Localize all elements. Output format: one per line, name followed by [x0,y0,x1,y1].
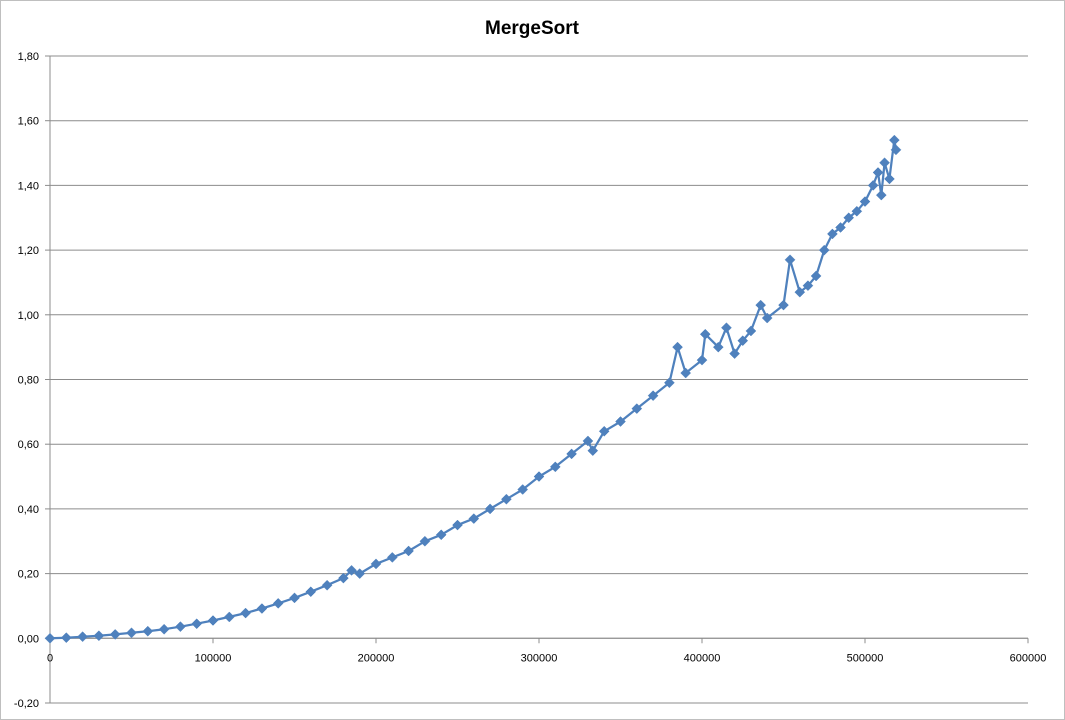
series-layer [44,134,902,644]
data-point [338,572,349,584]
data-point [77,631,88,643]
data-point [370,558,382,570]
data-point [549,461,561,473]
y-tick-label: 0,20 [18,569,39,581]
data-point [680,367,692,379]
data-point [867,180,879,191]
y-tick-label: 0,40 [18,504,39,516]
y-tick-label: 0,00 [18,633,39,645]
data-point [142,625,154,637]
y-tick-label: 1,20 [18,245,39,257]
data-point [851,205,863,217]
data-point [354,568,366,579]
data-point [517,484,529,495]
data-point [240,607,251,619]
data-point [126,627,137,639]
data-point [888,134,900,146]
data-point [60,632,72,644]
data-point [672,341,683,353]
data-point [631,403,643,414]
x-tick-label: 100000 [195,652,232,664]
data-point [93,630,105,642]
x-tick-label: 600000 [1010,652,1047,664]
data-point [802,280,814,292]
data-point [191,618,203,630]
data-point [533,471,545,482]
data-point [452,519,463,531]
data-point [403,545,414,557]
axes [45,55,1029,704]
data-point [884,173,895,185]
series-line [49,138,898,640]
x-tick-label: 200000 [358,652,395,664]
x-tick-label: 300000 [521,652,558,664]
data-point [875,189,887,201]
data-point [794,286,806,298]
y-tick-label: 1,00 [18,310,39,322]
data-point [729,348,740,359]
data-point [468,513,480,524]
data-point [890,144,902,156]
data-point [321,579,333,591]
data-point [737,335,749,347]
data-point [721,322,732,334]
data-point [419,535,431,547]
data-point [289,592,300,604]
data-point [647,390,659,402]
data-point [44,632,56,644]
data-point [158,623,170,635]
y-tick-label: 1,80 [18,51,39,63]
data-point [435,529,447,541]
y-tick-label: -0,20 [14,698,39,710]
data-point [256,603,268,614]
data-point [175,621,186,633]
data-point [810,270,822,282]
data-point [305,586,317,598]
x-tick-label: 500000 [847,652,884,664]
y-tick-label: 1,40 [18,180,39,192]
data-point [761,312,773,324]
gridlines [50,55,1028,704]
data-point [501,493,512,505]
data-point [843,212,855,224]
data-point [272,598,284,609]
data-point [598,425,610,437]
data-point [615,416,626,427]
data-point [872,167,884,178]
data-point [784,254,796,266]
data-point [712,341,724,353]
data-point [346,565,357,576]
y-tick-label: 0,80 [18,375,39,387]
data-point [566,448,577,460]
data-point [859,196,871,207]
data-point [699,328,711,340]
data-point [818,244,830,256]
y-tick-label: 1,60 [18,116,39,128]
data-point [582,435,594,447]
data-point [755,299,767,311]
chart-title: MergeSort [485,18,580,39]
data-point [745,325,757,337]
data-point [223,611,235,623]
x-axis-tick-labels: 0 100000 200000 300000 400000 500000 600000 [47,652,1046,664]
data-point [207,615,219,626]
y-axis-tick-labels: -0,20 0,00 0,20 0,40 0,60 0,80 1,00 1,20 1,40 1,6… [14,51,39,710]
data-point [696,354,708,366]
data-point [109,629,121,640]
data-point [778,299,789,311]
data-point [386,552,398,563]
data-point [835,222,846,233]
data-point [587,445,599,457]
data-point [484,503,496,515]
x-tick-label: 0 [47,652,53,664]
x-tick-label: 400000 [684,652,721,664]
data-point [664,377,675,389]
data-point [827,228,838,240]
y-tick-label: 0,60 [18,439,39,451]
data-point [879,157,890,169]
